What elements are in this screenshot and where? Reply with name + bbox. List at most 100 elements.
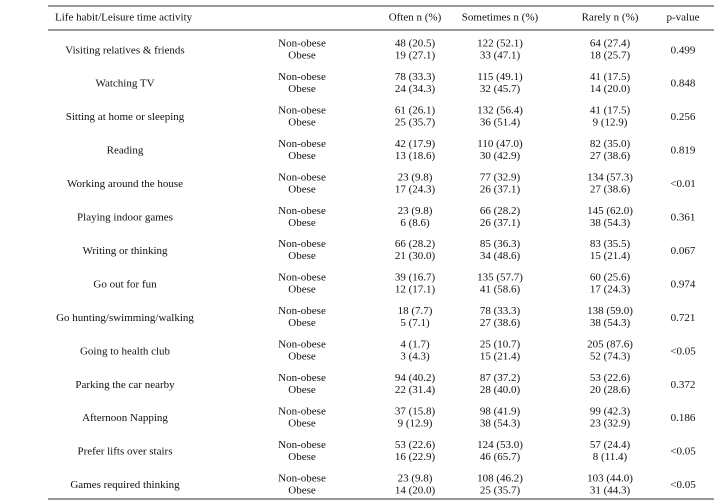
group-label: Obese bbox=[288, 50, 316, 62]
often-cell: 12 (17.1) bbox=[395, 284, 436, 296]
often-cell: 48 (20.5) bbox=[395, 38, 436, 50]
rarely-cell: 205 (87.6) bbox=[587, 339, 633, 351]
p-value: 0.372 bbox=[671, 379, 696, 391]
sometimes-cell: 115 (49.1) bbox=[477, 71, 523, 83]
often-cell: 19 (27.1) bbox=[395, 50, 436, 62]
group-label: Obese bbox=[288, 284, 316, 296]
p-value: <0.05 bbox=[670, 479, 696, 491]
group-label: Non-obese bbox=[278, 38, 326, 50]
sometimes-cell: 34 (48.6) bbox=[480, 250, 521, 262]
column-header: Life habit/Leisure time activity bbox=[55, 12, 193, 24]
group-label: Non-obese bbox=[278, 104, 326, 116]
often-cell: 5 (7.1) bbox=[400, 317, 430, 329]
often-cell: 16 (22.9) bbox=[395, 451, 436, 463]
activity-label: Writing or thinking bbox=[82, 245, 168, 257]
often-cell: 9 (12.9) bbox=[398, 417, 433, 429]
group-label: Non-obese bbox=[278, 272, 326, 284]
often-cell: 18 (7.7) bbox=[398, 305, 433, 317]
p-value: <0.05 bbox=[670, 345, 696, 357]
rarely-cell: 64 (27.4) bbox=[590, 38, 631, 50]
group-label: Obese bbox=[288, 384, 316, 396]
sometimes-cell: 78 (33.3) bbox=[480, 305, 521, 317]
activity-label: Go out for fun bbox=[93, 278, 157, 290]
rarely-cell: 15 (21.4) bbox=[590, 250, 631, 262]
sometimes-cell: 33 (47.1) bbox=[480, 50, 521, 62]
group-label: Obese bbox=[288, 317, 316, 329]
often-cell: 61 (26.1) bbox=[395, 104, 436, 116]
rarely-cell: 138 (59.0) bbox=[587, 305, 633, 317]
group-label: Non-obese bbox=[278, 439, 326, 451]
rarely-cell: 99 (42.3) bbox=[590, 405, 631, 417]
often-cell: 22 (31.4) bbox=[395, 384, 436, 396]
column-header: Often n (%) bbox=[389, 12, 442, 24]
sometimes-cell: 108 (46.2) bbox=[477, 472, 523, 484]
sometimes-cell: 122 (52.1) bbox=[477, 38, 523, 50]
group-label: Obese bbox=[288, 250, 316, 262]
group-label: Obese bbox=[288, 83, 316, 95]
group-label: Non-obese bbox=[278, 372, 326, 384]
sometimes-cell: 25 (35.7) bbox=[480, 484, 521, 496]
activity-label: Parking the car nearby bbox=[75, 379, 175, 391]
sometimes-cell: 15 (21.4) bbox=[480, 351, 521, 363]
sometimes-cell: 85 (36.3) bbox=[480, 238, 521, 250]
sometimes-cell: 87 (37.2) bbox=[480, 372, 521, 384]
often-cell: 66 (28.2) bbox=[395, 238, 436, 250]
p-value: 0.848 bbox=[671, 78, 696, 90]
group-label: Obese bbox=[288, 451, 316, 463]
rarely-cell: 83 (35.5) bbox=[590, 238, 631, 250]
rarely-cell: 38 (54.3) bbox=[590, 317, 631, 329]
sometimes-cell: 30 (42.9) bbox=[480, 150, 521, 162]
rarely-cell: 9 (12.9) bbox=[593, 116, 628, 128]
group-label: Obese bbox=[288, 484, 316, 496]
p-value: 0.186 bbox=[671, 412, 696, 424]
activity-label: Playing indoor games bbox=[77, 212, 173, 224]
p-value: 0.067 bbox=[671, 245, 696, 257]
p-value: 0.819 bbox=[671, 145, 696, 157]
rarely-cell: 18 (25.7) bbox=[590, 50, 631, 62]
often-cell: 21 (30.0) bbox=[395, 250, 436, 262]
column-header: Sometimes n (%) bbox=[462, 12, 539, 24]
p-value: 0.256 bbox=[671, 111, 696, 123]
activity-label: Going to health club bbox=[80, 345, 171, 357]
group-label: Non-obese bbox=[278, 138, 326, 150]
rarely-cell: 53 (22.6) bbox=[590, 372, 631, 384]
rarely-cell: 27 (38.6) bbox=[590, 150, 631, 162]
sometimes-cell: 36 (51.4) bbox=[480, 116, 521, 128]
column-header: p-value bbox=[667, 12, 700, 24]
often-cell: 37 (15.8) bbox=[395, 405, 436, 417]
often-cell: 13 (18.6) bbox=[395, 150, 436, 162]
p-value: <0.01 bbox=[670, 178, 695, 190]
often-cell: 4 (1.7) bbox=[400, 339, 430, 351]
often-cell: 53 (22.6) bbox=[395, 439, 436, 451]
p-value: <0.05 bbox=[670, 446, 696, 458]
often-cell: 23 (9.8) bbox=[398, 472, 433, 484]
sometimes-cell: 32 (45.7) bbox=[480, 83, 521, 95]
rarely-cell: 17 (24.3) bbox=[590, 284, 631, 296]
group-label: Obese bbox=[288, 116, 316, 128]
rarely-cell: 103 (44.0) bbox=[587, 472, 633, 484]
rarely-cell: 41 (17.5) bbox=[590, 104, 631, 116]
rarely-cell: 145 (62.0) bbox=[587, 205, 633, 217]
activity-label: Visiting relatives & friends bbox=[65, 44, 184, 56]
often-cell: 23 (9.8) bbox=[398, 205, 433, 217]
activity-label: Reading bbox=[107, 145, 144, 157]
group-label: Non-obese bbox=[278, 171, 326, 183]
p-value: 0.721 bbox=[671, 312, 696, 324]
often-cell: 17 (24.3) bbox=[395, 183, 436, 195]
rarely-cell: 134 (57.3) bbox=[587, 171, 633, 183]
rarely-cell: 14 (20.0) bbox=[590, 83, 631, 95]
activity-label: Watching TV bbox=[95, 78, 154, 90]
rarely-cell: 20 (28.6) bbox=[590, 384, 631, 396]
rarely-cell: 82 (35.0) bbox=[590, 138, 631, 150]
often-cell: 14 (20.0) bbox=[395, 484, 436, 496]
group-label: Non-obese bbox=[278, 205, 326, 217]
p-value: 0.361 bbox=[671, 212, 696, 224]
sometimes-cell: 27 (38.6) bbox=[480, 317, 521, 329]
rarely-cell: 38 (54.3) bbox=[590, 217, 631, 229]
rarely-cell: 57 (24.4) bbox=[590, 439, 631, 451]
activity-label: Afternoon Napping bbox=[82, 412, 168, 424]
p-value: 0.974 bbox=[671, 278, 696, 290]
activity-label: Games required thinking bbox=[70, 479, 180, 491]
p-value: 0.499 bbox=[671, 44, 696, 56]
